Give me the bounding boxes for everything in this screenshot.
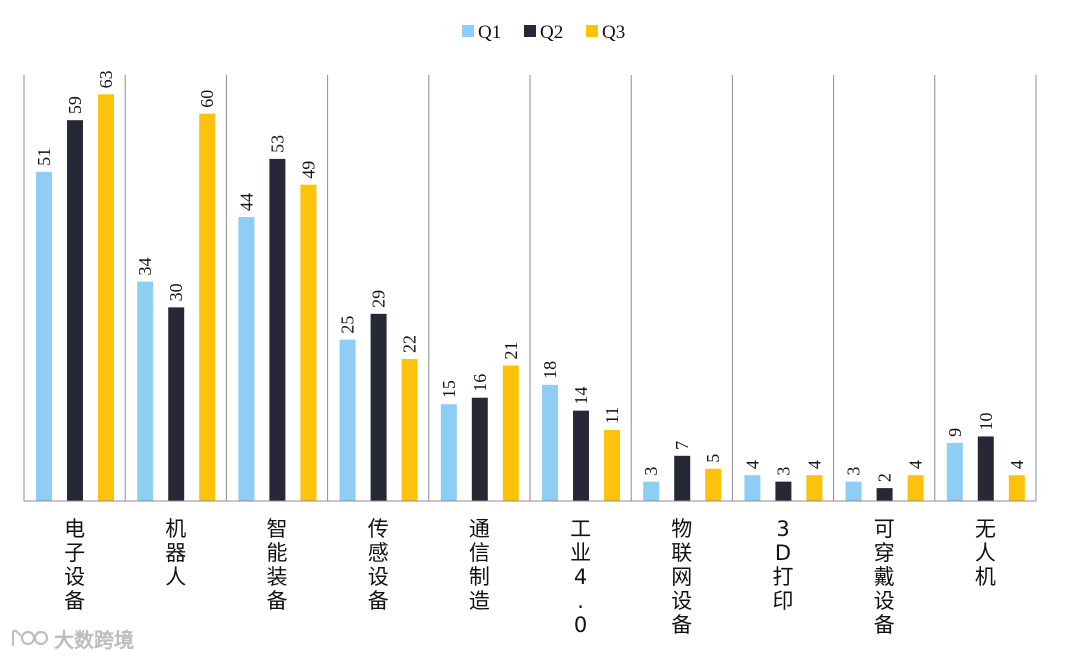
bar-q3 [401, 359, 418, 501]
data-label-q1: 44 [236, 193, 256, 211]
bar-q2 [67, 120, 83, 501]
bar-q2 [674, 455, 691, 501]
category-label: 电子设备 [64, 517, 85, 613]
data-label-q1: 34 [135, 258, 155, 276]
data-label-q1: 51 [34, 148, 54, 166]
bar-q1 [542, 384, 558, 501]
data-label-q3: 4 [1007, 460, 1027, 469]
legend-swatch-q1 [462, 25, 474, 37]
bar-q2 [370, 313, 387, 501]
bar-q3 [907, 475, 924, 501]
data-label-q1: 18 [540, 361, 560, 379]
bar-q2 [573, 410, 589, 501]
data-label-q3: 60 [197, 90, 217, 108]
legend: Q1 Q2 Q3 [462, 22, 625, 43]
bar-q3 [705, 468, 722, 501]
bar-q2 [168, 307, 185, 501]
data-label-q3: 4 [906, 460, 926, 469]
data-label-q2: 7 [672, 441, 692, 450]
category-label: 通信制造 [469, 517, 490, 613]
data-label-q1: 3 [844, 467, 864, 476]
bar-q3 [502, 365, 519, 501]
bars [36, 94, 1025, 502]
data-label-q3: 5 [703, 454, 723, 463]
bar-q2 [471, 397, 488, 501]
bar-q3 [806, 475, 823, 501]
bar-q1 [137, 281, 154, 501]
category-label: 智能装备 [267, 517, 288, 613]
category-label: 机器人 [165, 517, 186, 589]
data-label-q1: 9 [945, 428, 965, 437]
category-label: 工业 4. 0 [570, 517, 591, 637]
legend-label-q2: Q2 [540, 22, 563, 43]
watermark-text: 大数跨境 [54, 627, 134, 652]
bar-q3 [604, 430, 620, 501]
legend-label-q3: Q3 [602, 22, 625, 43]
data-label-q2: 29 [369, 290, 389, 308]
data-label-q2: 3 [773, 467, 793, 476]
category-label: 3 D 打印 [773, 517, 794, 613]
data-label-q3: 4 [804, 460, 824, 469]
data-label-q2: 30 [166, 283, 186, 301]
bar-q1 [643, 481, 660, 501]
bar-q2 [977, 436, 994, 501]
bar-q1 [440, 404, 457, 501]
bar-q3 [199, 113, 216, 502]
category-label: 物联网设备 [671, 517, 692, 637]
category-label: 可穿戴设备 [874, 517, 895, 637]
data-label-q1: 15 [439, 380, 459, 398]
data-label-q3: 11 [602, 407, 622, 424]
data-label-q3: 49 [298, 161, 318, 179]
bar-q2 [876, 488, 893, 501]
data-label-q1: 4 [742, 460, 762, 469]
bar-q1 [339, 339, 356, 501]
data-label-q3: 21 [501, 341, 521, 359]
bar-q1 [36, 171, 52, 501]
bar-q3 [1008, 475, 1025, 501]
legend-label-q1: Q1 [478, 22, 501, 43]
bar-q3 [98, 94, 114, 501]
data-label-q2: 59 [65, 96, 85, 114]
category-label: 传感设备 [368, 517, 389, 613]
bar-q1 [946, 442, 963, 501]
category-dividers [23, 75, 1037, 501]
data-label-q3: 22 [400, 335, 420, 353]
data-label-q2: 14 [571, 387, 591, 405]
bar-q1 [744, 475, 761, 501]
category-labels: 电子设备 机器人 智能装备 传感设备 通信制造 工业 4. 0 物联网设备 3 D 打印 可穿戴设备 无人… [64, 517, 996, 637]
data-label-q2: 53 [267, 135, 287, 153]
data-label-q2: 16 [470, 374, 490, 392]
data-label-q1: 25 [338, 316, 358, 334]
data-label-q2: 10 [976, 412, 996, 430]
legend-swatch-q3 [586, 25, 598, 37]
data-label-q3: 63 [96, 70, 116, 88]
data-label-q2: 2 [875, 473, 895, 482]
category-label: 无人机 [975, 517, 996, 589]
bar-q3 [300, 184, 317, 501]
bar-q2 [775, 481, 792, 501]
logo-icon [11, 629, 49, 647]
legend-swatch-q2 [524, 25, 536, 37]
data-label-q1: 3 [641, 467, 661, 476]
bar-q1 [845, 481, 862, 501]
bar-q2 [269, 158, 286, 501]
bar-q1 [238, 217, 255, 501]
watermark: 大数跨境 [10, 625, 134, 652]
